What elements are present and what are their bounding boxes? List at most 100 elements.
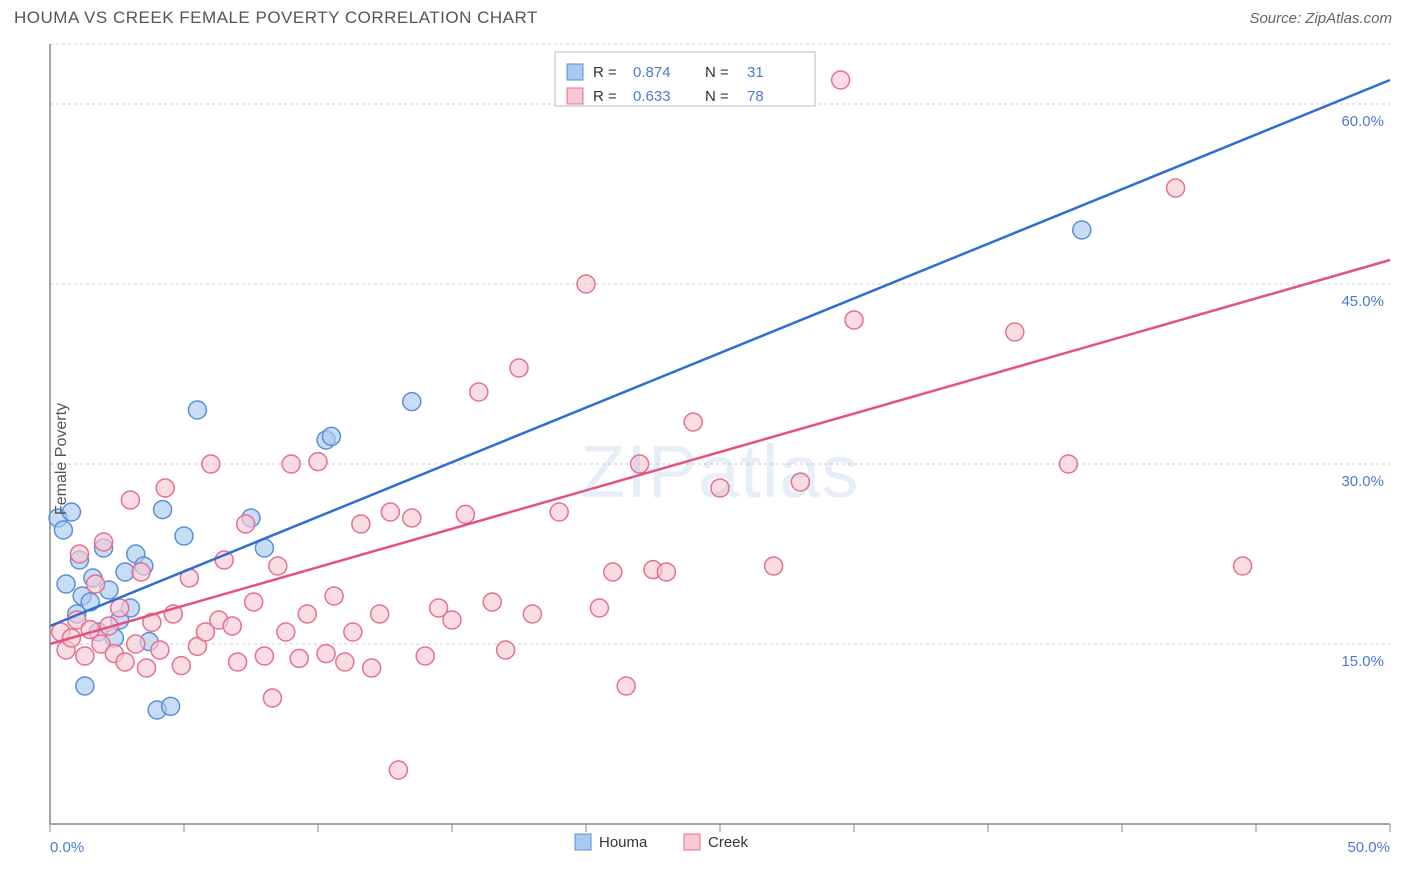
data-point (132, 563, 150, 581)
data-point (95, 533, 113, 551)
data-point (483, 593, 501, 611)
svg-text:N =: N = (705, 88, 729, 105)
data-point (175, 527, 193, 545)
data-point (1006, 323, 1024, 341)
data-point (1059, 455, 1077, 473)
data-point (245, 593, 263, 611)
data-point (309, 453, 327, 471)
chart-container: Female Poverty ZIPatlas 0.0%50.0%15.0%30… (0, 34, 1406, 884)
data-point (550, 503, 568, 521)
svg-text:50.0%: 50.0% (1347, 839, 1390, 856)
svg-text:0.874: 0.874 (633, 64, 671, 81)
data-point (322, 427, 340, 445)
data-point (70, 545, 88, 563)
data-point (54, 521, 72, 539)
legend-swatch (567, 64, 583, 80)
svg-text:45.0%: 45.0% (1341, 293, 1384, 310)
data-point (1073, 221, 1091, 239)
data-point (791, 473, 809, 491)
data-point (263, 689, 281, 707)
data-point (443, 611, 461, 629)
data-point (510, 359, 528, 377)
data-point (403, 393, 421, 411)
data-point (202, 455, 220, 473)
data-point (137, 659, 155, 677)
data-point (151, 641, 169, 659)
data-point (344, 623, 362, 641)
svg-text:0.0%: 0.0% (50, 839, 84, 856)
legend-swatch (575, 834, 591, 850)
data-point (617, 677, 635, 695)
data-point (188, 401, 206, 419)
legend-swatch (567, 88, 583, 104)
data-point (590, 599, 608, 617)
svg-text:30.0%: 30.0% (1341, 473, 1384, 490)
trend-line (50, 260, 1390, 644)
svg-text:60.0%: 60.0% (1341, 113, 1384, 130)
data-point (456, 505, 474, 523)
data-point (352, 515, 370, 533)
trend-line (50, 80, 1390, 626)
data-point (156, 479, 174, 497)
data-point (684, 413, 702, 431)
svg-text:R =: R = (593, 64, 617, 81)
data-point (389, 761, 407, 779)
data-point (76, 647, 94, 665)
data-point (57, 575, 75, 593)
svg-text:15.0%: 15.0% (1341, 653, 1384, 670)
data-point (298, 605, 316, 623)
data-point (336, 653, 354, 671)
data-point (657, 563, 675, 581)
data-point (154, 501, 172, 519)
data-point (237, 515, 255, 533)
chart-header: HOUMA VS CREEK FEMALE POVERTY CORRELATIO… (0, 0, 1406, 34)
svg-text:0.633: 0.633 (633, 88, 671, 105)
data-point (229, 653, 247, 671)
legend-swatch (684, 834, 700, 850)
legend-label: Creek (708, 834, 749, 851)
data-point (162, 697, 180, 715)
data-point (121, 491, 139, 509)
data-point (631, 455, 649, 473)
data-point (604, 563, 622, 581)
data-point (577, 275, 595, 293)
data-point (1167, 179, 1185, 197)
data-point (87, 575, 105, 593)
chart-source: Source: ZipAtlas.com (1249, 10, 1392, 27)
svg-text:31: 31 (747, 64, 764, 81)
data-point (127, 635, 145, 653)
data-point (363, 659, 381, 677)
svg-text:78: 78 (747, 88, 764, 105)
data-point (416, 647, 434, 665)
data-point (317, 645, 335, 663)
data-point (255, 647, 273, 665)
svg-text:R =: R = (593, 88, 617, 105)
data-point (76, 677, 94, 695)
data-point (282, 455, 300, 473)
data-point (325, 587, 343, 605)
legend-label: Houma (599, 834, 648, 851)
data-point (470, 383, 488, 401)
chart-title: HOUMA VS CREEK FEMALE POVERTY CORRELATIO… (14, 8, 538, 28)
data-point (290, 649, 308, 667)
data-point (711, 479, 729, 497)
data-point (223, 617, 241, 635)
data-point (765, 557, 783, 575)
data-point (832, 71, 850, 89)
data-point (269, 557, 287, 575)
data-point (1234, 557, 1252, 575)
data-point (845, 311, 863, 329)
data-point (403, 509, 421, 527)
data-point (172, 657, 190, 675)
data-point (111, 599, 129, 617)
data-point (371, 605, 389, 623)
data-point (116, 563, 134, 581)
y-axis-label: Female Poverty (53, 403, 71, 515)
data-point (497, 641, 515, 659)
data-point (116, 653, 134, 671)
data-point (277, 623, 295, 641)
scatter-chart: 0.0% 50.0% 15.0% 30.0% 45.0% 60.0% R = 0.874 N =… (0, 34, 1406, 884)
data-point (381, 503, 399, 521)
svg-text:N =: N = (705, 64, 729, 81)
data-point (523, 605, 541, 623)
